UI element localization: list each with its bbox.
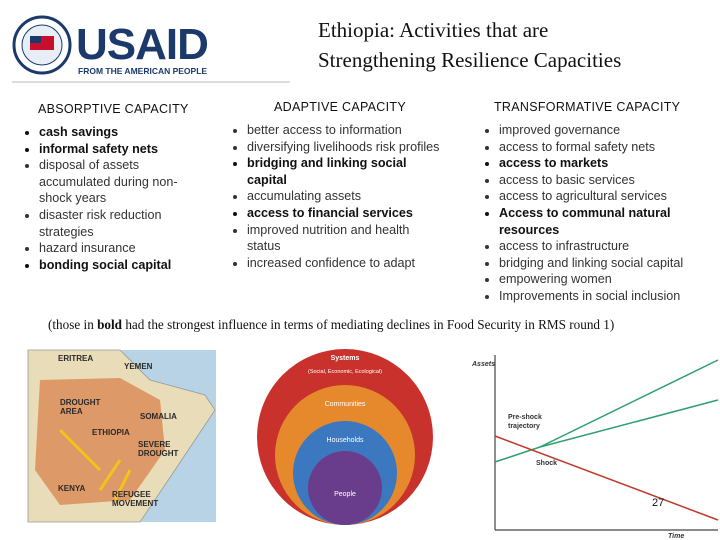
bullet-item: bonding social capital <box>39 257 202 274</box>
bullet-list: better access to informationdiversifying… <box>230 122 445 271</box>
bullet-item: access to basic services <box>499 172 718 189</box>
note-text: had the strongest influence in terms of … <box>122 317 615 332</box>
column: improved governanceaccess to formal safe… <box>482 122 718 305</box>
diagram-level: Communities <box>325 401 366 408</box>
column-heading: ABSORPTIVE CAPACITY <box>38 102 189 116</box>
bullet-item: empowering women <box>499 271 718 288</box>
bullet-item: bridging and linking social capital <box>499 255 718 272</box>
diagram-level: Households <box>327 437 364 444</box>
title-line: Strengthening Resilience Capacities <box>318 48 622 72</box>
logo-seal-flag-canton <box>30 36 41 43</box>
bullet-item: improved governance <box>499 122 718 139</box>
map-label: REFUGEE MOVEMENT <box>112 490 159 508</box>
graph-decline <box>494 435 719 521</box>
bullet-item: diversifying livelihoods risk profiles <box>247 139 445 156</box>
bullet-item: Access to communal natural resources <box>499 205 718 238</box>
map-label: YEMEN <box>124 362 153 371</box>
map-label: DROUGHT AREA <box>60 398 101 416</box>
bullet-item: Improvements in social inclusion <box>499 288 718 305</box>
map-refugee-arrows <box>58 428 132 501</box>
note-text: (those in <box>48 317 98 332</box>
logo-name: USAID <box>76 20 209 69</box>
diagram-detail: (Social, Economic, Ecological) <box>308 369 382 375</box>
bullet-item: access to formal safety nets <box>499 139 718 156</box>
bullet-item: better access to information <box>247 122 445 139</box>
bullet-item: increased confidence to adapt <box>247 255 445 272</box>
column: better access to informationdiversifying… <box>230 122 445 271</box>
page-number: 27 <box>652 497 664 509</box>
bullet-item: accumulating assets <box>247 188 445 205</box>
bullet-item: cash savings <box>39 124 202 141</box>
graph-x-label: Time <box>668 533 684 540</box>
bullet-item: disaster risk reduction strategies <box>39 207 202 240</box>
column-heading: ADAPTIVE CAPACITY <box>274 100 406 114</box>
note: (those in bold had the strongest influen… <box>48 317 614 333</box>
graph-trajectory-low <box>539 399 719 448</box>
graph-shock-label: Shock <box>536 460 557 467</box>
bullet-item: disposal of assets accumulated during no… <box>39 157 202 207</box>
bullet-item: improved nutrition and health status <box>247 222 445 255</box>
graph-trajectory-high <box>539 359 719 448</box>
map-label: SOMALIA <box>140 412 177 421</box>
logo-tagline: FROM THE AMERICAN PEOPLE <box>78 66 208 76</box>
bullet-item: hazard insurance <box>39 240 202 257</box>
bullet-item: access to agricultural services <box>499 188 718 205</box>
bullet-item: bridging and linking social capital <box>247 155 445 188</box>
bullet-item: access to infrastructure <box>499 238 718 255</box>
graph-trajectory <box>494 446 541 463</box>
map-label: ETHIOPIA <box>92 428 130 437</box>
map-label: KENYA <box>58 484 86 493</box>
bullet-list: cash savingsinformal safety netsdisposal… <box>22 124 202 273</box>
title-line: Ethiopia: Activities that are <box>318 18 549 42</box>
graph-trajectory-label: Pre-shock trajectory <box>508 414 542 430</box>
diagram-level: Systems <box>331 355 360 362</box>
note-bold: bold <box>97 317 123 332</box>
bullet-item: access to markets <box>499 155 718 172</box>
column: cash savingsinformal safety netsdisposal… <box>22 124 202 273</box>
diagram-level: People <box>334 491 356 498</box>
map-drought-area <box>35 378 165 505</box>
map-label: ERITREA <box>58 354 94 363</box>
graph-y-label: Assets <box>471 361 495 368</box>
bullet-item: access to financial services <box>247 205 445 222</box>
map-label: SEVERE DROUGHT <box>138 440 179 458</box>
bullet-item: informal safety nets <box>39 141 202 158</box>
column-heading: TRANSFORMATIVE CAPACITY <box>494 100 681 114</box>
circle-people <box>308 451 382 525</box>
bullet-list: improved governanceaccess to formal safe… <box>482 122 718 305</box>
